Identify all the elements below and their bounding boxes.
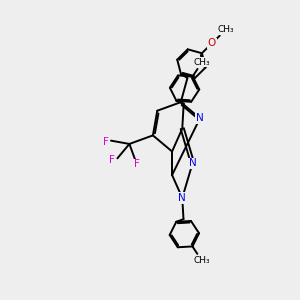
Text: N: N xyxy=(178,193,186,203)
Text: F: F xyxy=(134,159,140,169)
Text: CH₃: CH₃ xyxy=(194,256,210,265)
Text: F: F xyxy=(110,155,116,165)
Text: CH₃: CH₃ xyxy=(217,26,234,34)
Text: CH₃: CH₃ xyxy=(194,58,210,67)
Text: F: F xyxy=(103,137,109,147)
Text: N: N xyxy=(189,158,196,168)
Text: O: O xyxy=(208,38,216,48)
Text: N: N xyxy=(196,113,204,123)
